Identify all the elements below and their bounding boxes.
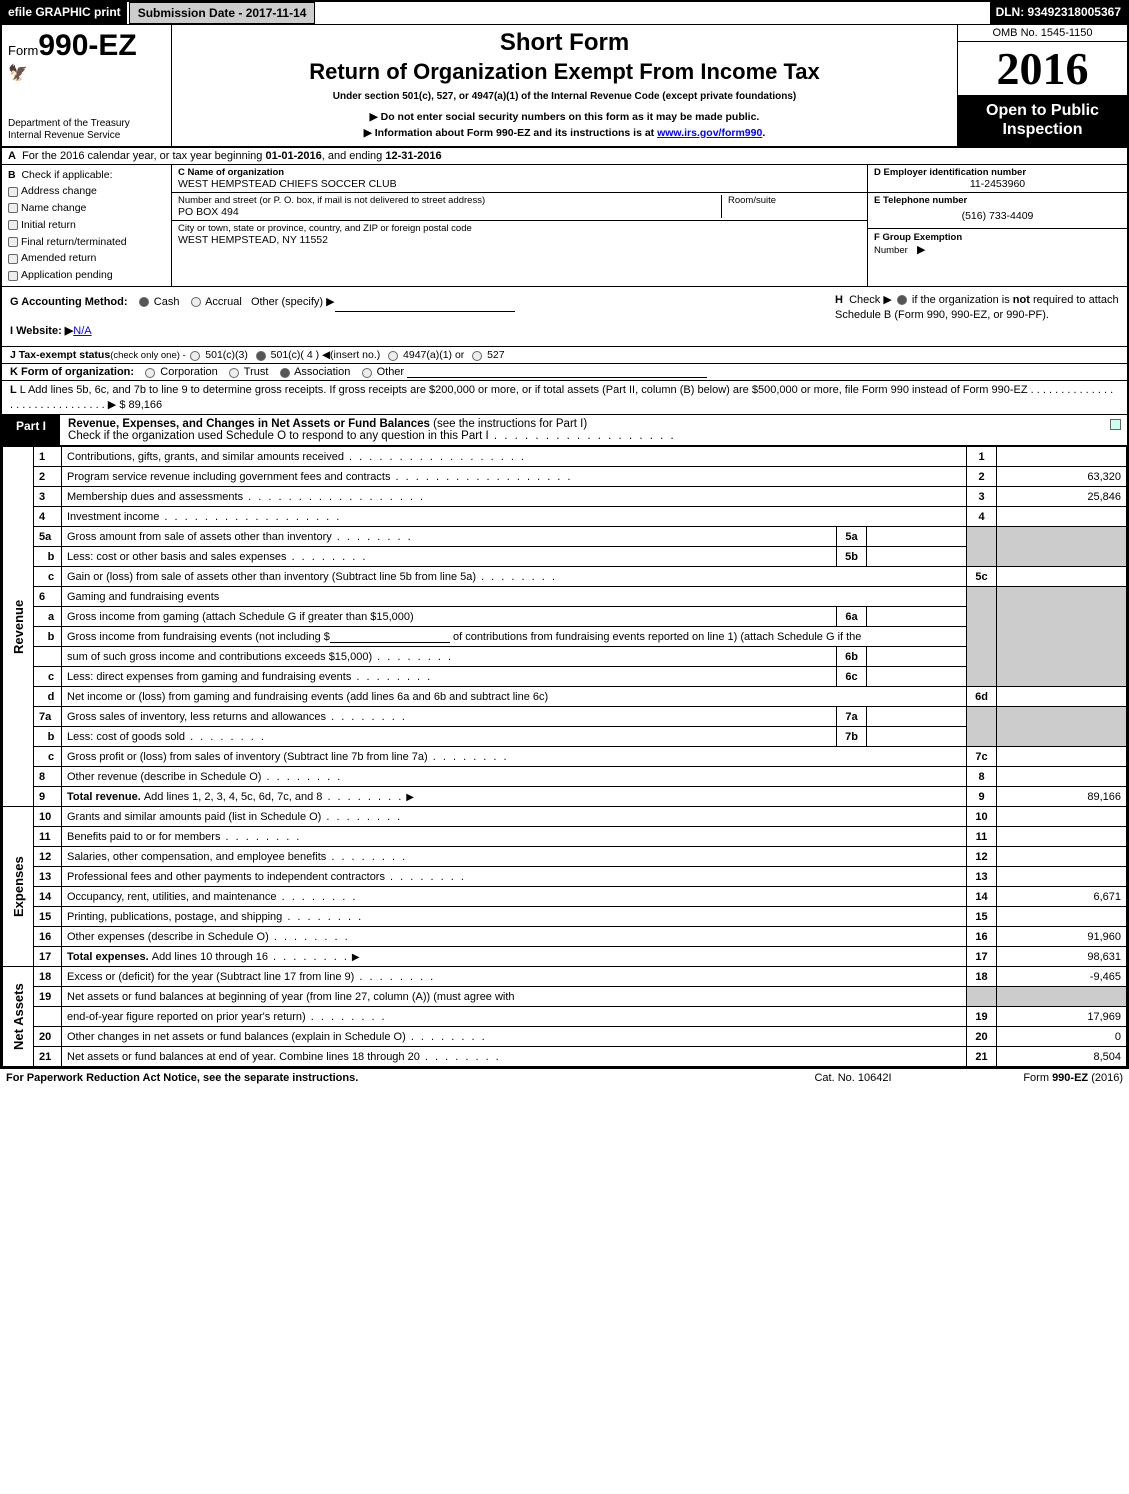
- part-1-header: Part I Revenue, Expenses, and Changes in…: [2, 415, 1127, 446]
- radio-501c3[interactable]: [190, 351, 200, 361]
- checkbox-name-change[interactable]: [8, 203, 18, 213]
- checkbox-amended-return[interactable]: [8, 254, 18, 264]
- table-row: dNet income or (loss) from gaming and fu…: [3, 687, 1127, 707]
- eagle-icon: 🦅: [8, 63, 165, 83]
- org-name: WEST HEMPSTEAD CHIEFS SOCCER CLUB: [178, 178, 861, 190]
- box-c-city: City or town, state or province, country…: [172, 221, 867, 287]
- box-b-checkboxes: B Check if applicable: Address change Na…: [2, 165, 172, 287]
- open-to-public-label: Open to Public Inspection: [958, 95, 1127, 145]
- table-row: 14Occupancy, rent, utilities, and mainte…: [3, 887, 1127, 907]
- under-section-text: Under section 501(c), 527, or 4947(a)(1)…: [180, 91, 949, 102]
- row-h-schedule-b: H Check ▶ if the organization is not req…: [827, 287, 1127, 346]
- table-row: bLess: cost of goods sold7b: [3, 727, 1127, 747]
- table-row: 6Gaming and fundraising events: [3, 587, 1127, 607]
- radio-4947[interactable]: [388, 351, 398, 361]
- table-row: 12Salaries, other compensation, and empl…: [3, 847, 1127, 867]
- row-a-tax-year: A For the 2016 calendar year, or tax yea…: [2, 148, 1127, 165]
- table-row: Revenue 1Contributions, gifts, grants, a…: [3, 447, 1127, 467]
- expenses-side-label: Expenses: [3, 807, 34, 967]
- table-row: Net Assets 18Excess or (deficit) for the…: [3, 967, 1127, 987]
- table-row: 4Investment income4: [3, 507, 1127, 527]
- table-row: 20Other changes in net assets or fund ba…: [3, 1027, 1127, 1047]
- table-row: aGross income from gaming (attach Schedu…: [3, 607, 1127, 627]
- dln-number: DLN: 93492318005367: [990, 2, 1127, 24]
- footer-form-ref: Form 990-EZ (2016): [953, 1072, 1123, 1084]
- top-bar: efile GRAPHIC print Submission Date - 20…: [2, 2, 1127, 25]
- radio-trust[interactable]: [229, 368, 239, 378]
- irs-link[interactable]: www.irs.gov/form990: [657, 127, 762, 139]
- radio-corporation[interactable]: [145, 368, 155, 378]
- radio-association[interactable]: [280, 368, 290, 378]
- radio-527[interactable]: [472, 351, 482, 361]
- form-number: Form990-EZ: [8, 29, 165, 63]
- table-row: 9Total revenue. Add lines 1, 2, 3, 4, 5c…: [3, 787, 1127, 807]
- row-j-tax-exempt: J Tax-exempt status(check only one) - 50…: [2, 347, 1127, 364]
- return-title: Return of Organization Exempt From Incom…: [180, 59, 949, 85]
- efile-print-label: efile GRAPHIC print: [2, 2, 127, 24]
- table-row: cLess: direct expenses from gaming and f…: [3, 667, 1127, 687]
- table-row: 16Other expenses (describe in Schedule O…: [3, 927, 1127, 947]
- table-row: bLess: cost or other basis and sales exp…: [3, 547, 1127, 567]
- checkbox-final-return[interactable]: [8, 237, 18, 247]
- entity-block: B Check if applicable: Address change Na…: [2, 165, 1127, 288]
- table-row: 19Net assets or fund balances at beginni…: [3, 987, 1127, 1007]
- checkbox-initial-return[interactable]: [8, 220, 18, 230]
- part-1-title: Revenue, Expenses, and Changes in Net As…: [60, 415, 1103, 445]
- net-assets-side-label: Net Assets: [3, 967, 34, 1067]
- radio-cash[interactable]: [139, 297, 149, 307]
- table-row: 3Membership dues and assessments325,846: [3, 487, 1127, 507]
- department-label: Department of the Treasury Internal Reve…: [8, 118, 165, 142]
- page-footer: For Paperwork Reduction Act Notice, see …: [0, 1069, 1129, 1087]
- table-row: Expenses 10Grants and similar amounts pa…: [3, 807, 1127, 827]
- radio-501c[interactable]: [256, 351, 266, 361]
- footer-paperwork: For Paperwork Reduction Act Notice, see …: [6, 1072, 753, 1084]
- checkbox-address-change[interactable]: [8, 187, 18, 197]
- part-1-table: Revenue 1Contributions, gifts, grants, a…: [2, 446, 1127, 1067]
- box-c-address: Number and street (or P. O. box, if mail…: [178, 195, 721, 218]
- short-form-title: Short Form: [180, 29, 949, 57]
- radio-other-org[interactable]: [362, 368, 372, 378]
- table-row: 13Professional fees and other payments t…: [3, 867, 1127, 887]
- footer-cat-no: Cat. No. 10642I: [753, 1072, 953, 1084]
- table-row: cGain or (loss) from sale of assets othe…: [3, 567, 1127, 587]
- submission-date: Submission Date - 2017-11-14: [129, 2, 316, 24]
- part-1-tag: Part I: [2, 415, 60, 445]
- row-k-org-form: K Form of organization: Corporation Trus…: [2, 364, 1127, 381]
- table-row: end-of-year figure reported on prior yea…: [3, 1007, 1127, 1027]
- box-c-name: C Name of organization WEST HEMPSTEAD CH…: [172, 165, 867, 193]
- row-i-website: I Website: ▶N/A: [10, 322, 819, 341]
- table-row: 7aGross sales of inventory, less returns…: [3, 707, 1127, 727]
- row-g-accounting: G Accounting Method: Cash Accrual Other …: [10, 293, 819, 312]
- table-row: 17Total expenses. Add lines 10 through 1…: [3, 947, 1127, 967]
- table-row: 11Benefits paid to or for members11: [3, 827, 1127, 847]
- revenue-side-label: Revenue: [3, 447, 34, 807]
- form-header: Form990-EZ 🦅 Department of the Treasury …: [2, 25, 1127, 148]
- omb-number: OMB No. 1545-1150: [958, 25, 1127, 42]
- box-e-phone: E Telephone number (516) 733-4409: [868, 193, 1127, 229]
- table-row: sum of such gross income and contributio…: [3, 647, 1127, 667]
- form-page: efile GRAPHIC print Submission Date - 20…: [0, 0, 1129, 1069]
- radio-accrual[interactable]: [191, 297, 201, 307]
- box-d-ein: D Employer identification number 11-2453…: [868, 165, 1127, 193]
- part-1-checkbox[interactable]: [1110, 419, 1121, 430]
- table-row: 8Other revenue (describe in Schedule O)8: [3, 767, 1127, 787]
- instruction-lines: ▶ Do not enter social security numbers o…: [180, 110, 949, 142]
- row-l-gross-receipts: L L Add lines 5b, 6c, and 7b to line 9 t…: [2, 381, 1127, 415]
- table-row: 5aGross amount from sale of assets other…: [3, 527, 1127, 547]
- box-f-group-exemption: F Group Exemption Number ▶: [868, 229, 1127, 287]
- table-row: 21Net assets or fund balances at end of …: [3, 1047, 1127, 1067]
- box-c-room: Room/suite: [721, 195, 861, 218]
- table-row: 2Program service revenue including gover…: [3, 467, 1127, 487]
- checkbox-schedule-b[interactable]: [897, 295, 907, 305]
- checkbox-application-pending[interactable]: [8, 271, 18, 281]
- table-row: 15Printing, publications, postage, and s…: [3, 907, 1127, 927]
- tax-year: 2016: [958, 42, 1127, 95]
- table-row: bGross income from fundraising events (n…: [3, 627, 1127, 647]
- row-g-h: G Accounting Method: Cash Accrual Other …: [2, 287, 1127, 347]
- table-row: cGross profit or (loss) from sales of in…: [3, 747, 1127, 767]
- website-link[interactable]: N/A: [73, 325, 91, 337]
